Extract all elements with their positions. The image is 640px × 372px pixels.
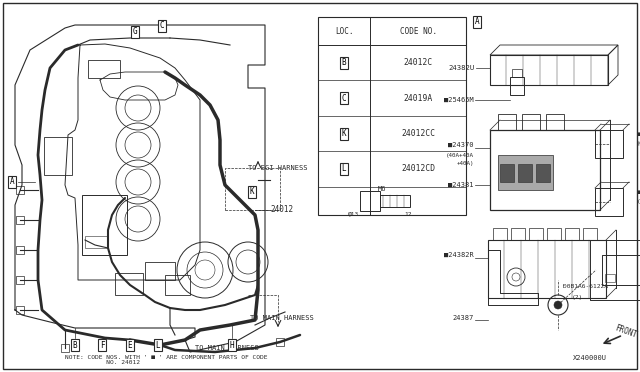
Text: G: G	[132, 28, 138, 36]
Bar	[522, 114, 540, 130]
Bar	[16, 186, 24, 194]
Bar	[529, 228, 543, 240]
Text: B: B	[73, 340, 77, 350]
Text: X240000U: X240000U	[573, 355, 607, 361]
Text: L: L	[156, 340, 160, 350]
Text: 24012CD: 24012CD	[401, 164, 435, 173]
Text: ■24382R: ■24382R	[444, 252, 474, 258]
Bar	[360, 191, 380, 211]
Bar	[490, 130, 600, 210]
Text: E: E	[128, 340, 132, 350]
Text: 24012C: 24012C	[403, 58, 433, 67]
Bar	[518, 164, 532, 182]
Bar	[498, 114, 516, 130]
Text: ■24370+B: ■24370+B	[637, 189, 640, 195]
Bar	[16, 276, 24, 284]
Bar	[512, 69, 522, 77]
Bar	[16, 306, 24, 314]
Text: LOC.: LOC.	[335, 26, 353, 35]
Text: M6: M6	[378, 186, 387, 192]
Text: B: B	[342, 58, 346, 67]
Bar	[488, 240, 606, 298]
Bar	[511, 228, 525, 240]
Text: C: C	[160, 22, 164, 31]
Text: 12: 12	[404, 212, 412, 217]
Text: (2): (2)	[572, 295, 583, 299]
Bar	[16, 246, 24, 254]
Bar	[318, 17, 466, 215]
Text: 24012: 24012	[270, 205, 293, 215]
Text: (60A+30A+30A): (60A+30A+30A)	[637, 141, 640, 147]
Text: C: C	[342, 94, 346, 103]
Text: NOTE: CODE NOS. WITH ' ■ ' ARE COMPONENT PARTS OF CODE
           NO. 24012: NOTE: CODE NOS. WITH ' ■ ' ARE COMPONENT…	[65, 355, 268, 365]
Text: H: H	[230, 340, 234, 350]
Bar	[61, 344, 69, 352]
Text: TO MAIN HARNESS: TO MAIN HARNESS	[195, 345, 259, 351]
Bar	[115, 273, 143, 295]
Bar	[546, 114, 564, 130]
Text: A: A	[475, 17, 479, 26]
Bar	[145, 262, 175, 280]
Bar	[536, 164, 550, 182]
Text: ■25465M: ■25465M	[444, 97, 474, 103]
Bar	[500, 164, 514, 182]
Text: 24387: 24387	[452, 315, 474, 321]
Bar	[16, 216, 24, 224]
Text: A: A	[10, 177, 14, 186]
Bar	[44, 137, 72, 175]
Bar	[498, 155, 553, 190]
Bar	[605, 274, 615, 282]
Text: FRONT: FRONT	[613, 324, 638, 340]
Text: ■24381: ■24381	[449, 182, 474, 188]
Text: Ð0B1A6-6122A: Ð0B1A6-6122A	[563, 285, 608, 289]
Text: 24019A: 24019A	[403, 94, 433, 103]
Text: K: K	[250, 187, 254, 196]
Bar	[380, 195, 410, 207]
Text: TO MAIN HARNESS: TO MAIN HARNESS	[250, 315, 314, 321]
Text: TO EGI HARNESS: TO EGI HARNESS	[248, 165, 307, 171]
Bar	[165, 275, 190, 295]
Text: +40A): +40A)	[456, 160, 474, 166]
Bar	[547, 228, 561, 240]
Bar	[82, 195, 127, 255]
Bar	[493, 228, 507, 240]
Text: (40A+40A: (40A+40A	[446, 153, 474, 157]
Bar	[225, 168, 280, 210]
Bar	[276, 338, 284, 346]
Circle shape	[554, 301, 562, 309]
Text: CODE NO.: CODE NO.	[399, 26, 436, 35]
Bar	[565, 228, 579, 240]
Text: F: F	[100, 340, 104, 350]
Bar	[595, 130, 623, 158]
Text: φ13: φ13	[348, 212, 358, 217]
Bar	[583, 228, 597, 240]
Bar	[490, 55, 608, 85]
Text: K: K	[342, 129, 346, 138]
Bar	[595, 188, 623, 216]
Bar	[88, 60, 120, 78]
Text: L: L	[342, 164, 346, 173]
Text: ■24370+A: ■24370+A	[637, 131, 640, 137]
Text: (40A): (40A)	[637, 199, 640, 205]
Bar	[85, 236, 107, 248]
Text: ■24370: ■24370	[449, 142, 474, 148]
Text: 24012CC: 24012CC	[401, 129, 435, 138]
Bar	[510, 77, 524, 95]
Text: 24382U: 24382U	[449, 65, 475, 71]
